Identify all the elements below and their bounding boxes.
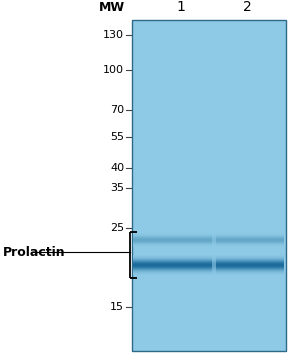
Text: 70: 70 [110,105,124,115]
Text: MW: MW [99,1,125,14]
Text: Prolactin: Prolactin [3,246,66,258]
Bar [212,232,217,248]
Text: 35: 35 [110,183,124,193]
Text: 130: 130 [103,30,124,40]
Text: 2: 2 [243,0,252,14]
Bar [132,20,286,351]
Text: 15: 15 [110,302,124,312]
Bar [212,254,217,276]
Text: 100: 100 [103,65,124,75]
Text: 55: 55 [110,132,124,142]
Text: 40: 40 [110,163,124,173]
Text: 25: 25 [110,223,124,233]
Text: 1: 1 [177,0,186,14]
